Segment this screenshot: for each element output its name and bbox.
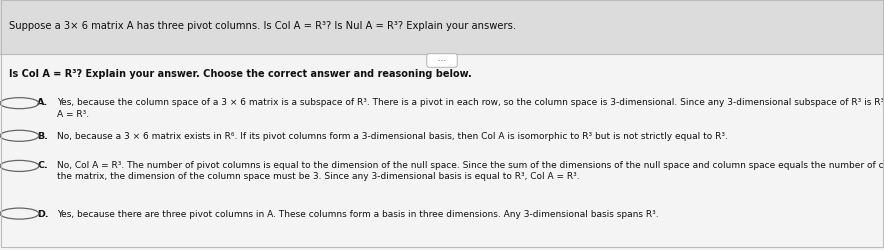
Text: A.: A. xyxy=(37,98,49,107)
Text: A = R³.: A = R³. xyxy=(57,109,89,118)
Text: D.: D. xyxy=(37,209,49,218)
Text: Is Col A = R³? Explain your answer. Choose the correct answer and reasoning belo: Is Col A = R³? Explain your answer. Choo… xyxy=(9,69,471,79)
Text: Suppose a 3× 6 matrix A has three pivot columns. Is Col A = R³? Is Nul A = R³? E: Suppose a 3× 6 matrix A has three pivot … xyxy=(9,21,516,31)
FancyBboxPatch shape xyxy=(0,55,884,250)
Text: No, Col A = R³. The number of pivot columns is equal to the dimension of the nul: No, Col A = R³. The number of pivot colu… xyxy=(57,160,884,170)
FancyBboxPatch shape xyxy=(0,0,884,55)
Text: No, because a 3 × 6 matrix exists in R⁶. If its pivot columns form a 3-dimension: No, because a 3 × 6 matrix exists in R⁶.… xyxy=(57,132,728,141)
Text: Yes, because there are three pivot columns in A. These columns form a basis in t: Yes, because there are three pivot colum… xyxy=(57,209,659,218)
Text: B.: B. xyxy=(37,132,48,141)
Text: C.: C. xyxy=(37,160,48,170)
Text: Yes, because the column space of a 3 × 6 matrix is a subspace of R³. There is a : Yes, because the column space of a 3 × 6… xyxy=(57,98,884,107)
Text: the matrix, the dimension of the column space must be 3. Since any 3-dimensional: the matrix, the dimension of the column … xyxy=(57,172,580,181)
Text: ···: ··· xyxy=(429,57,455,66)
